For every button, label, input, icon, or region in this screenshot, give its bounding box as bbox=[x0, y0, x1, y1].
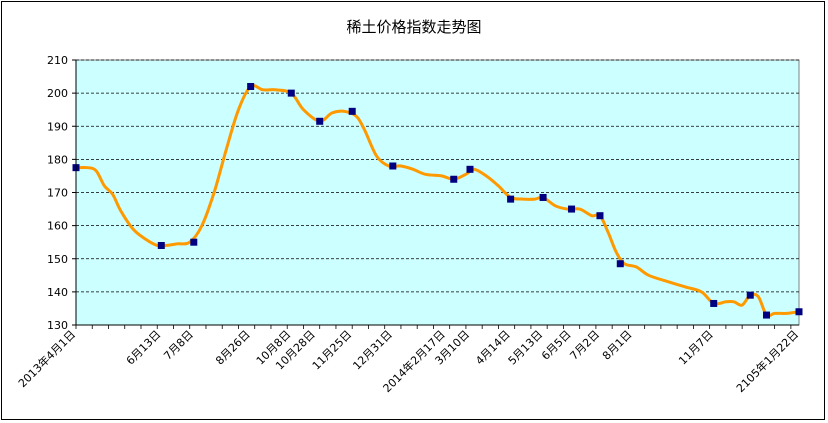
data-marker bbox=[287, 89, 295, 97]
x-tick-label: 6月5日 bbox=[539, 328, 574, 363]
x-tick-label: 4月14日 bbox=[473, 328, 513, 368]
data-marker bbox=[795, 308, 803, 316]
x-tick-label: 7月8日 bbox=[161, 328, 196, 363]
x-tick-label: 12月31日 bbox=[350, 328, 395, 373]
y-tick-label: 130 bbox=[47, 319, 68, 332]
series-line bbox=[74, 84, 801, 318]
data-marker bbox=[466, 165, 474, 173]
data-marker bbox=[450, 175, 458, 183]
data-marker bbox=[389, 162, 397, 170]
data-marker bbox=[316, 117, 324, 125]
series-line-layer bbox=[74, 84, 801, 318]
x-tick-label: 7月2日 bbox=[567, 328, 602, 363]
chart-title: 稀土价格指数走势图 bbox=[346, 18, 481, 36]
y-tick-label: 180 bbox=[47, 153, 68, 166]
data-marker bbox=[746, 291, 754, 299]
data-marker bbox=[157, 242, 165, 249]
x-tick-label: 6月13日 bbox=[124, 328, 164, 368]
axes bbox=[75, 60, 799, 326]
data-marker bbox=[616, 260, 624, 268]
data-marker bbox=[568, 205, 576, 213]
y-tick-label: 140 bbox=[47, 286, 68, 299]
data-marker bbox=[763, 311, 771, 319]
data-marker bbox=[596, 212, 604, 220]
y-axis-ticks: 130 140 150 160 170 180 190 200 210 bbox=[47, 54, 76, 332]
y-tick-label: 210 bbox=[47, 54, 68, 67]
data-marker bbox=[507, 195, 515, 203]
y-tick-label: 190 bbox=[47, 120, 68, 133]
data-marker bbox=[348, 107, 356, 115]
x-tick-label: 8月1日 bbox=[600, 328, 635, 363]
x-tick-label: 2013年4月1日 bbox=[15, 327, 78, 390]
grid-lines bbox=[76, 59, 799, 293]
x-tick-label: 11月7日 bbox=[676, 328, 716, 368]
x-tick-label: 5月13日 bbox=[506, 328, 546, 368]
data-marker bbox=[190, 238, 198, 246]
y-tick-label: 160 bbox=[47, 220, 68, 233]
x-tick-label: 11月25日 bbox=[310, 328, 355, 373]
y-tick-label: 200 bbox=[47, 87, 68, 100]
data-marker bbox=[247, 83, 255, 90]
y-tick-label: 150 bbox=[47, 253, 68, 266]
x-tick-label: 8月26日 bbox=[213, 328, 253, 368]
data-marker bbox=[710, 299, 718, 307]
data-marker bbox=[539, 193, 547, 201]
x-tick-label: 2105年1月22日 bbox=[733, 327, 801, 395]
y-tick-label: 170 bbox=[47, 187, 68, 200]
